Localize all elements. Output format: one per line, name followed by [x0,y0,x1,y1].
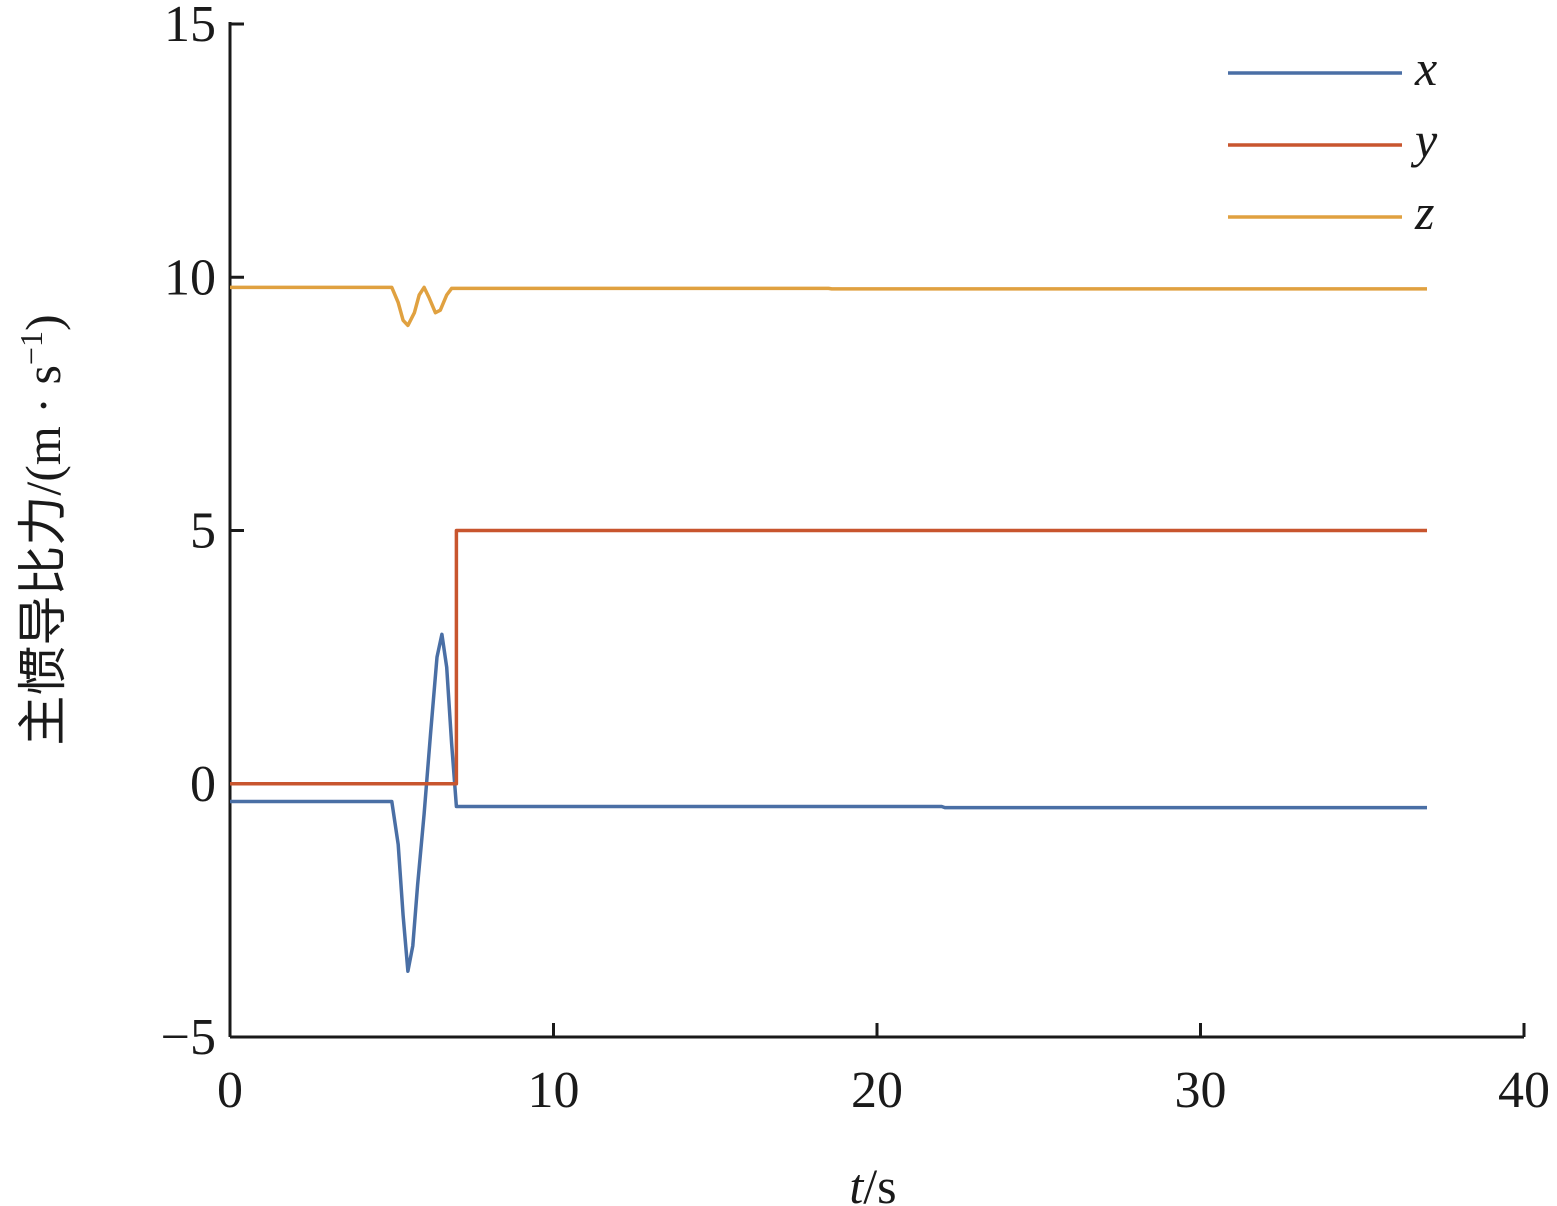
legend-label-z: z [1414,184,1434,240]
y-axis-label-close: ) [15,314,71,331]
legend-label-y: y [1410,112,1438,168]
series-line-x [230,632,1427,973]
x-axis-label-unit: /s [863,1158,896,1206]
x-axis-label-var: t [849,1158,864,1206]
x-tick-label: 20 [851,1062,903,1119]
y-tick-label: 10 [164,249,216,306]
x-tick-label: 0 [217,1062,243,1119]
series-group [230,285,1427,973]
y-ticks: −5 0 5 10 15 [161,0,244,1066]
legend: xyz [1228,40,1438,240]
series-line-y [230,528,1427,786]
y-axis-label-sup: −1 [13,331,49,365]
y-tick-label: 5 [190,503,216,560]
legend-label-x: x [1414,40,1437,96]
y-tick-label: 15 [164,0,216,53]
y-tick-label: 0 [190,756,216,813]
x-tick-label: 40 [1498,1062,1550,1119]
y-axis-label-main: 主惯导比力/(m · s [15,365,71,746]
x-tick-label: 10 [528,1062,580,1119]
y-tick-label: −5 [161,1009,216,1066]
x-ticks: 0 10 20 30 40 [217,1023,1550,1119]
y-axis-label: 主惯导比力/(m · s−1) [13,314,71,745]
x-tick-label: 30 [1175,1062,1227,1119]
x-axis-label: t/s [849,1158,896,1206]
series-line-z [230,285,1427,328]
